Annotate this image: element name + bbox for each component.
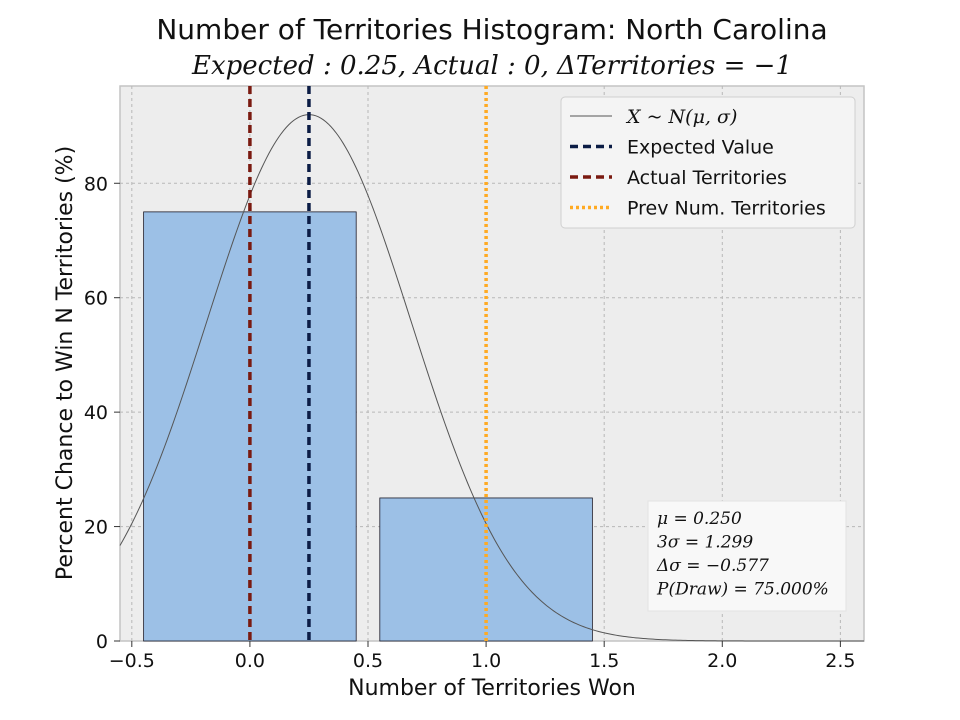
legend-label-expected-value: Expected Value [627,137,774,159]
normal-curve [119,114,864,642]
x-axis-label: Number of Territories Won [348,676,636,701]
x-tick-label-6: 2.5 [825,650,855,672]
x-tick-label-0: −0.5 [109,650,155,672]
legend-label-actual-territories: Actual Territories [627,167,787,189]
x-tick-label-5: 2.0 [707,650,737,672]
y-tick-label-4: 80 [84,173,108,195]
y-tick-label-1: 20 [84,517,108,539]
stats-line-3: P(Draw) = 75.000% [656,580,829,600]
reference-lines [248,86,488,641]
stats-box: μ = 0.250 3σ = 1.299 Δσ = −0.577 P(Draw) = … [647,500,847,612]
legend-label-prev-num-territories: Prev Num. Territories [627,198,826,220]
legend: X ~ N(μ, σ) Expected Value Actual Territor… [560,96,856,229]
y-tick-label-0: 0 [96,631,108,653]
y-tick-label-3: 60 [84,288,108,310]
legend-box [560,96,856,229]
y-axis-ticks: 0 20 40 60 80 [84,173,120,653]
stats-line-0: μ = 0.250 [657,509,742,529]
y-axis-label: Percent Chance to Win N Territories (%) [53,146,78,580]
chart-title: Number of Territories Histogram: North C… [156,13,827,46]
stats-line-2: Δσ = −0.577 [656,556,769,576]
chart-subtitle: Expected : 0.25, Actual : 0, ΔTerritorie… [191,51,792,81]
bar-1 [379,497,593,642]
x-tick-label-2: 0.5 [353,650,383,672]
x-tick-label-1: 0.0 [235,650,265,672]
normal-curve-group [119,114,864,642]
x-axis-ticks: −0.5 0.0 0.5 1.0 1.5 2.0 2.5 [109,641,855,672]
x-tick-label-3: 1.0 [471,650,501,672]
y-tick-label-2: 40 [84,402,108,424]
legend-label-x-n: X ~ N(μ, σ) [625,106,737,128]
stats-line-1: 3σ = 1.299 [657,533,753,553]
x-tick-label-4: 1.5 [589,650,619,672]
stats-box-background [647,500,847,612]
